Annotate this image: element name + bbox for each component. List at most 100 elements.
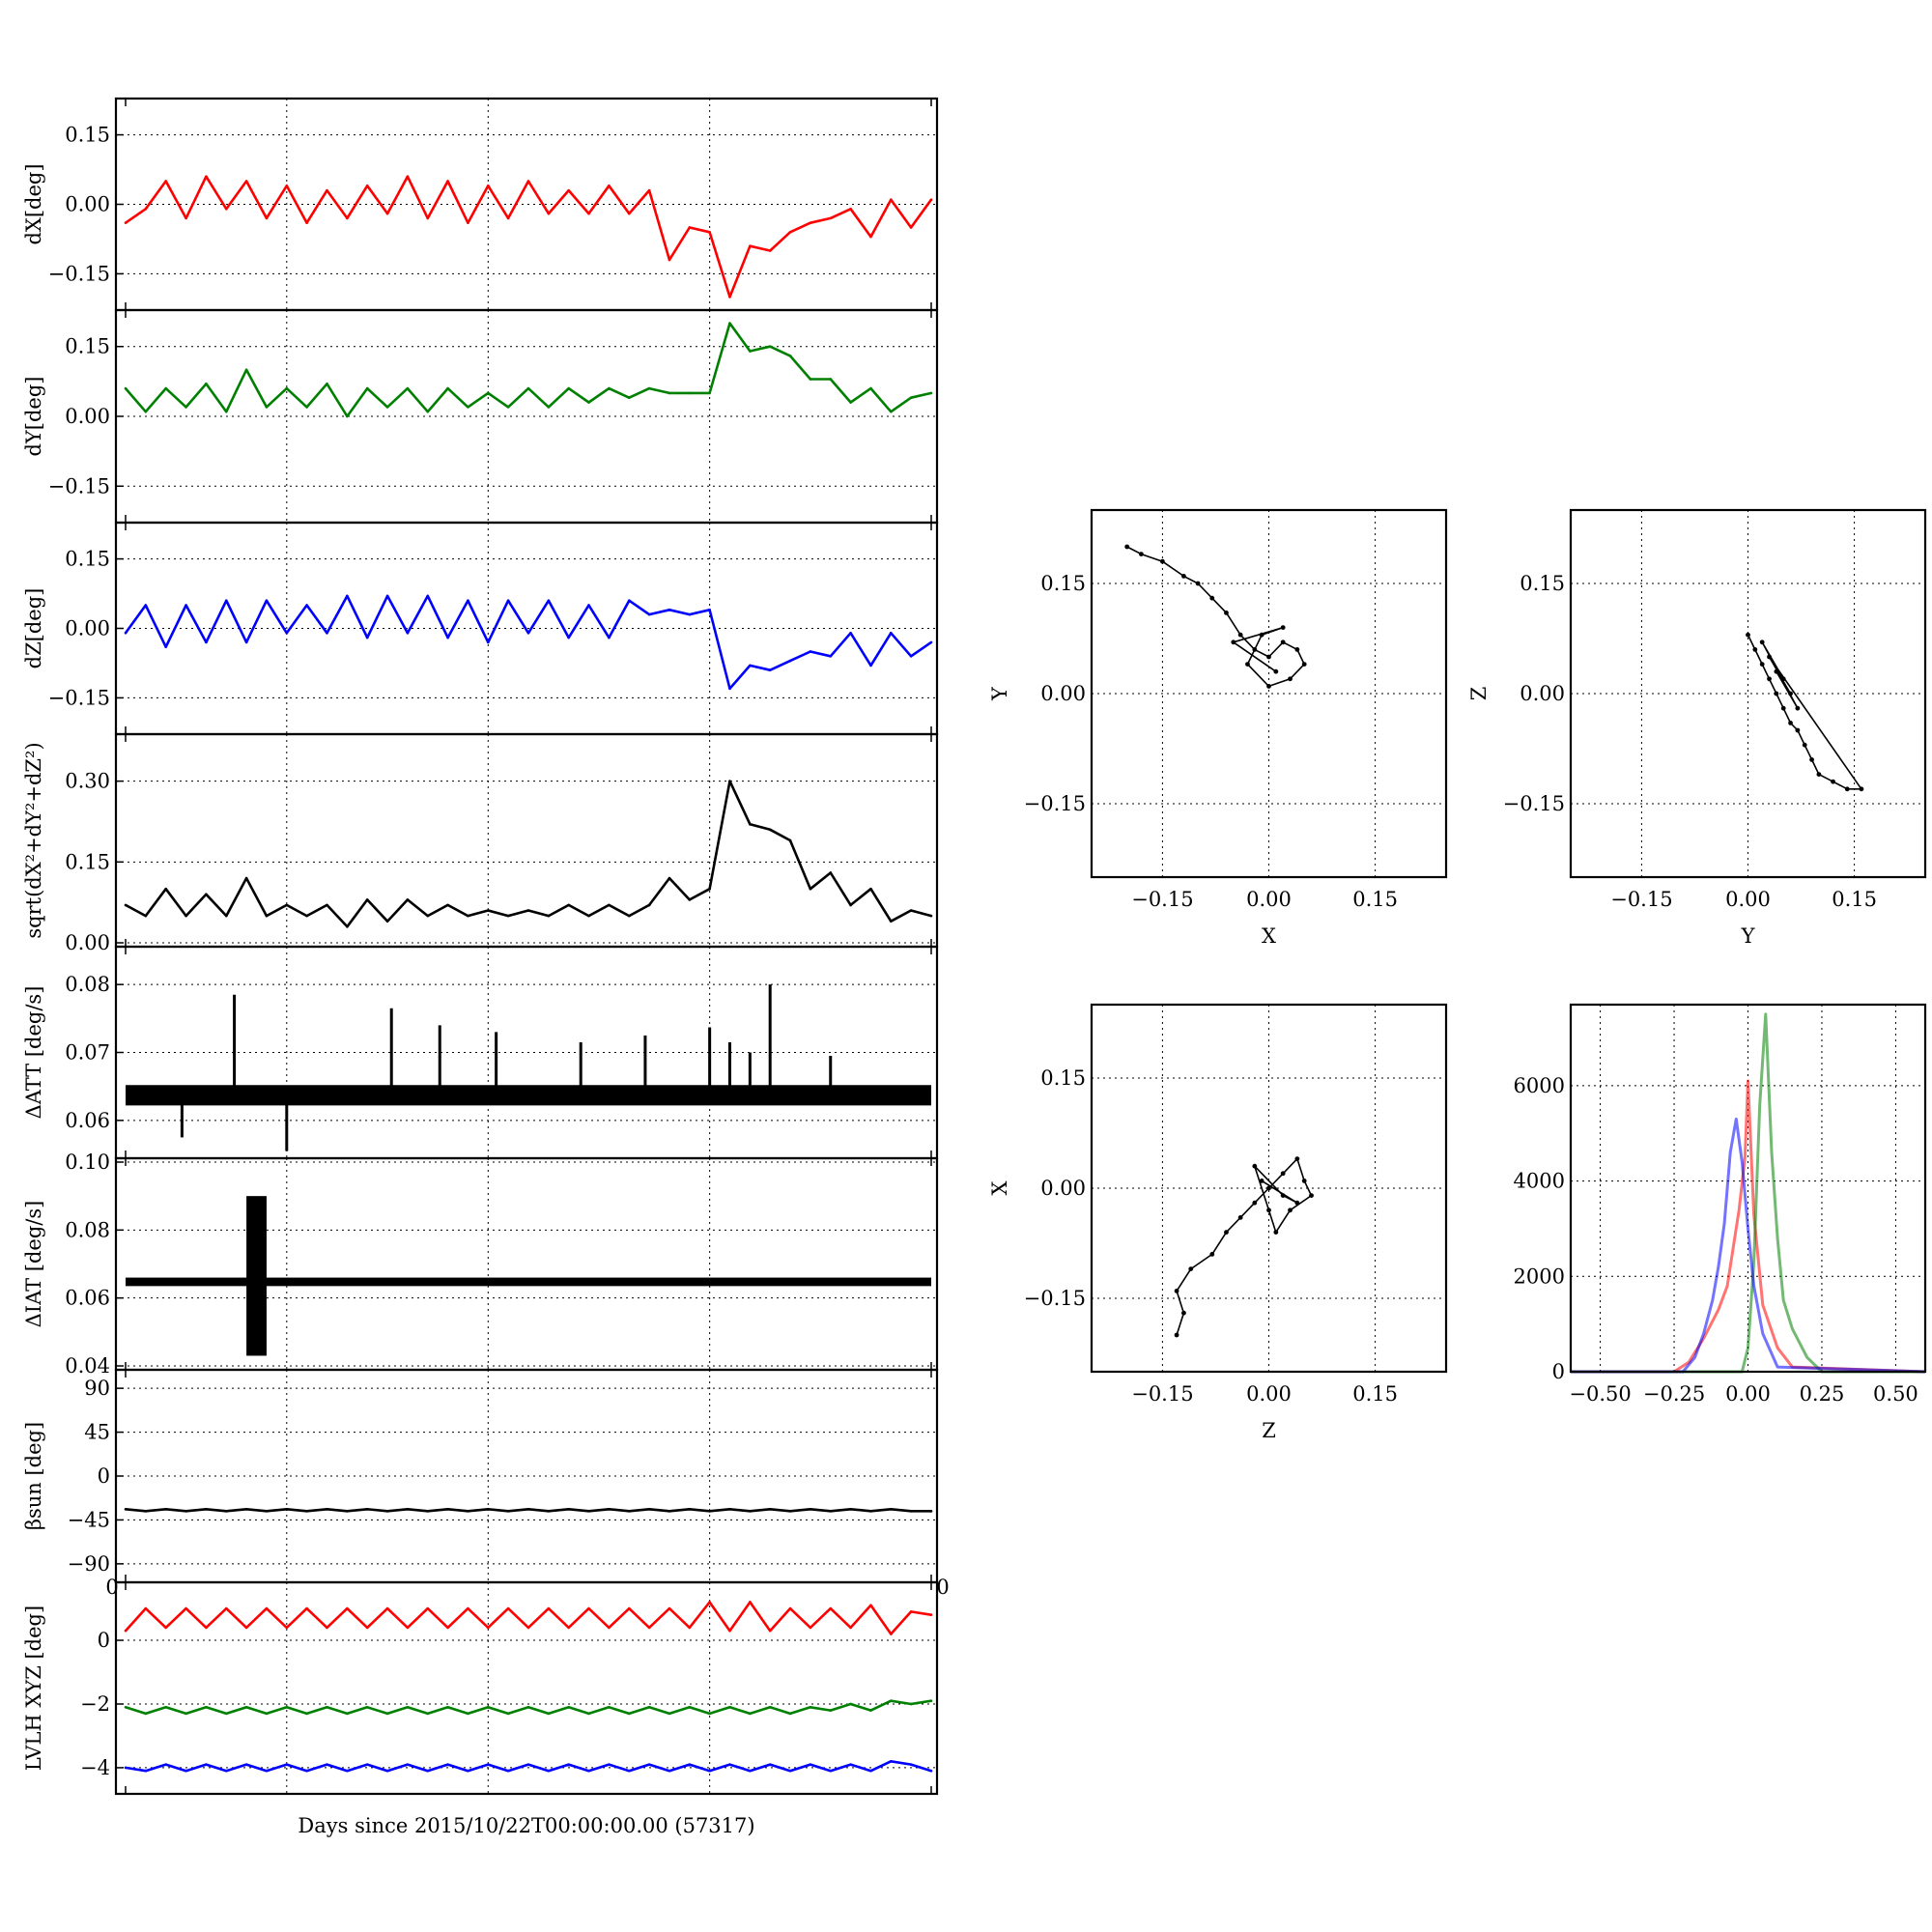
y-tick-label: 0.06 — [65, 1109, 110, 1132]
data-point — [547, 1510, 551, 1513]
data-point — [446, 1763, 449, 1766]
data-point — [647, 1508, 651, 1511]
data-point — [124, 221, 128, 224]
data-point — [124, 1508, 128, 1511]
data-point — [909, 1702, 913, 1706]
data-point — [909, 909, 913, 912]
data-point — [346, 594, 349, 598]
data-point — [305, 1769, 308, 1773]
data-point — [185, 1769, 187, 1773]
data-point — [365, 1508, 369, 1511]
y-tick-label: −45 — [68, 1508, 110, 1531]
data-point — [244, 640, 248, 644]
data-point — [1816, 772, 1822, 777]
data-point — [728, 687, 731, 691]
data-point — [749, 1769, 752, 1773]
data-point — [627, 212, 631, 215]
data-point — [346, 1510, 349, 1513]
data-point — [567, 1626, 570, 1630]
data-point — [627, 1769, 631, 1773]
data-point — [365, 1626, 369, 1630]
y-tick-label: −4 — [80, 1756, 110, 1779]
data-point — [506, 914, 510, 918]
data-point — [608, 903, 611, 907]
axes-frame — [114, 732, 939, 949]
data-point — [829, 378, 833, 381]
panel-zx: −0.15 0.00 0.15 0.15 0.00 −0.15 Z X — [988, 1003, 1448, 1442]
data-point — [285, 386, 289, 390]
data-point — [627, 914, 631, 918]
data-point — [728, 296, 731, 298]
data-point — [1209, 595, 1215, 601]
data-point — [587, 1606, 590, 1610]
y-tick-label: 0.15 — [1040, 572, 1086, 595]
data-point — [1231, 639, 1236, 645]
data-point — [608, 185, 611, 187]
x-tick-label: 0.00 — [1725, 1382, 1771, 1406]
data-point — [205, 1626, 208, 1630]
data-point — [1245, 662, 1250, 667]
y-axis-label: Z — [1467, 687, 1491, 701]
histogram-line — [1571, 1117, 1926, 1374]
y-axis-label: dZ[deg] — [22, 588, 45, 669]
data-point — [1280, 639, 1286, 645]
data-point — [185, 1510, 187, 1513]
data-point — [385, 920, 389, 923]
data-point — [1774, 668, 1779, 674]
data-point — [224, 1606, 228, 1610]
data-point — [849, 903, 852, 907]
data-point — [1160, 558, 1165, 564]
y-tick-label: −0.15 — [48, 262, 110, 285]
data-point — [1174, 1289, 1179, 1293]
data-point — [788, 230, 792, 234]
data-point — [1181, 1310, 1186, 1316]
data-point — [869, 235, 872, 239]
data-point — [768, 668, 772, 671]
y-tick-label: 45 — [84, 1421, 110, 1444]
y-tick-label: 0.00 — [65, 617, 110, 640]
data-point — [647, 386, 651, 390]
data-point — [788, 659, 792, 663]
data-point — [124, 1766, 128, 1770]
data-point — [1294, 1156, 1300, 1161]
data-point — [627, 599, 631, 603]
data-point — [768, 1763, 772, 1766]
data-point — [385, 594, 389, 598]
data-point — [446, 1508, 449, 1511]
data-point — [1224, 1230, 1229, 1235]
data-point — [305, 1712, 308, 1716]
data-point — [1259, 1179, 1264, 1183]
data-point — [567, 903, 570, 907]
data-point — [285, 185, 289, 187]
data-point — [487, 1626, 490, 1630]
data-point — [346, 216, 349, 220]
data-point — [185, 1606, 187, 1610]
data-point — [1138, 552, 1144, 556]
data-point — [285, 1705, 289, 1709]
y-axis-label: LVLH XYZ [deg] — [22, 1605, 45, 1771]
data-point — [406, 175, 410, 179]
data-point — [809, 378, 812, 381]
data-point — [487, 391, 490, 395]
data-point — [849, 207, 852, 211]
data-point — [809, 1705, 812, 1709]
data-point — [608, 386, 611, 390]
y-axis-label: Y — [988, 686, 1011, 701]
data-point — [365, 1705, 369, 1709]
data-point — [506, 216, 510, 220]
data-point — [244, 1705, 248, 1709]
data-point — [426, 914, 430, 918]
data-point — [749, 244, 752, 247]
data-point — [467, 1769, 469, 1773]
data-point — [244, 180, 248, 183]
data-point — [346, 1606, 349, 1610]
data-point — [668, 1510, 671, 1513]
y-axis-label: ΔATT [deg/s] — [22, 986, 45, 1120]
data-point — [1788, 721, 1793, 725]
data-point — [224, 599, 228, 603]
data-point — [768, 1508, 772, 1511]
data-point — [627, 1510, 631, 1513]
y-tick-label: −0.15 — [1503, 792, 1565, 815]
data-point — [265, 914, 269, 918]
data-point — [849, 1508, 852, 1511]
